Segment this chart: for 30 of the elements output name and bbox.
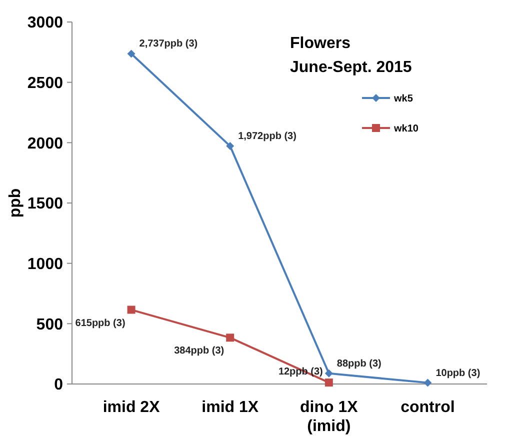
legend-label: wk10: [393, 124, 419, 134]
point: [226, 142, 234, 150]
point: [226, 334, 234, 342]
legend-label: wk5: [393, 94, 414, 104]
y-tick-label: 0: [54, 376, 64, 394]
point: [324, 369, 333, 378]
data-label: 12ppb (3): [278, 366, 323, 378]
y-axis-title: ppb: [7, 188, 24, 218]
point: [127, 306, 136, 314]
y-tick-label: 1000: [27, 256, 64, 273]
data-label: 10ppb (3): [436, 368, 480, 379]
text: June-Sept. 2015: [290, 59, 412, 76]
y-tick-label: 1500: [27, 196, 64, 213]
point: [424, 378, 432, 387]
y-tick-label: 2500: [27, 74, 64, 92]
data-label: 2,737ppb (3): [139, 38, 198, 50]
data-label: 1,972ppb (3): [238, 131, 296, 142]
data-label: 88ppb (3): [336, 358, 382, 370]
y-tick-label: 2000: [27, 135, 64, 152]
point: [127, 50, 136, 58]
x-tick-label: control: [400, 399, 455, 416]
data-label: 615ppb (3): [75, 318, 126, 329]
data-label: 384ppb (3): [174, 346, 224, 357]
text: Flowers: [290, 35, 351, 52]
y-tick-label: 500: [36, 316, 64, 334]
x-tick-label: imid 1X: [202, 399, 259, 416]
y-tick-label: 3000: [27, 14, 64, 32]
x-tick-label: imid 2X: [102, 399, 160, 416]
x-tick-label: dino 1X (imid): [300, 399, 358, 435]
point: [324, 378, 333, 387]
